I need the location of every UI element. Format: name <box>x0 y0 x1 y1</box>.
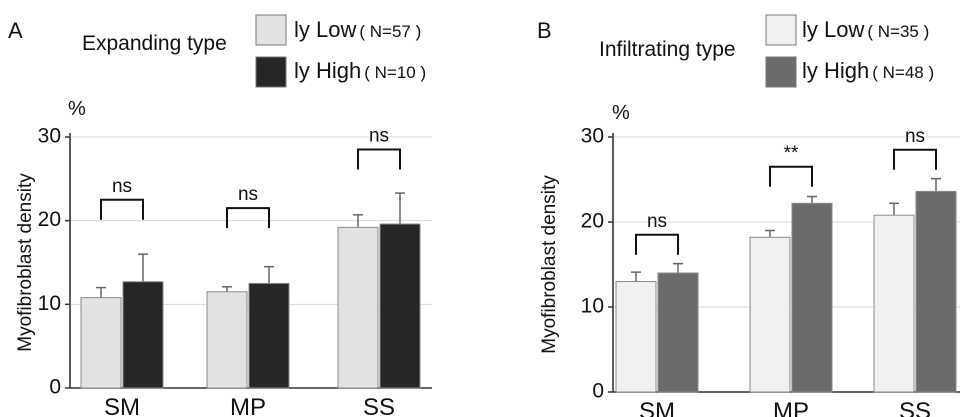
y-axis-title: Myofibroblast density <box>15 173 36 352</box>
x-tick-label: SM <box>104 394 140 417</box>
bar <box>791 202 833 393</box>
bar <box>337 226 379 389</box>
significance-label: ns <box>905 126 925 147</box>
y-axis-title: Myofibroblast density <box>539 175 560 354</box>
bar <box>248 282 290 389</box>
legend-swatch <box>255 14 287 46</box>
significance-bracket <box>635 233 679 255</box>
significance-bracket <box>769 165 813 187</box>
bar <box>749 236 791 393</box>
significance-label: ns <box>647 211 667 232</box>
legend-series-name: ly Low <box>294 17 356 42</box>
panel-label: B <box>537 18 552 43</box>
x-tick-label: MP <box>773 398 809 417</box>
legend-swatch <box>765 14 797 46</box>
y-tick-label: 20 <box>581 210 604 233</box>
y-tick-label: 0 <box>49 376 61 399</box>
significance-label: ns <box>112 176 132 197</box>
x-tick-label: SM <box>639 398 675 417</box>
legend-sample-size: ( N=10 ) <box>364 63 426 82</box>
legend-sample-size: ( N=57 ) <box>359 22 421 41</box>
bar <box>206 291 248 389</box>
y-tick-label: 30 <box>38 125 61 148</box>
significance-label: ns <box>369 126 389 147</box>
significance-bracket <box>226 207 270 229</box>
bar <box>80 297 122 389</box>
legend-entry: ly Low( N=35 ) <box>802 17 929 42</box>
legend-swatch <box>765 56 797 88</box>
panel-label: A <box>8 18 23 43</box>
significance-label: ** <box>784 143 799 164</box>
y-tick-label: 30 <box>581 125 604 148</box>
significance-label: ns <box>238 184 258 205</box>
legend-series-name: ly High <box>802 58 869 83</box>
y-tick-label: 20 <box>38 208 61 231</box>
significance-bracket <box>893 148 937 170</box>
y-tick-label: 10 <box>38 292 61 315</box>
y-tick-label: 0 <box>592 380 604 403</box>
bar <box>615 281 657 393</box>
legend-sample-size: ( N=35 ) <box>867 22 929 41</box>
legend-sample-size: ( N=48 ) <box>872 63 934 82</box>
x-tick-label: SS <box>363 394 395 417</box>
legend-swatch <box>255 56 287 88</box>
significance-bracket <box>100 198 144 220</box>
x-tick-label: MP <box>230 394 266 417</box>
y-tick-label: 10 <box>581 295 604 318</box>
bar <box>122 281 164 389</box>
y-unit-label: % <box>612 102 630 124</box>
legend-group-title: Expanding type <box>82 32 227 55</box>
bar <box>657 272 699 393</box>
bar <box>873 214 915 393</box>
significance-bracket <box>357 148 401 170</box>
x-tick-label: SS <box>899 398 931 417</box>
legend-group-title: Infiltrating type <box>599 38 736 61</box>
y-unit-label: % <box>68 98 86 120</box>
legend-series-name: ly High <box>294 58 361 83</box>
legend-entry: ly High( N=48 ) <box>802 58 934 83</box>
legend-entry: ly Low( N=57 ) <box>294 17 421 42</box>
legend-series-name: ly Low <box>802 17 864 42</box>
legend-entry: ly High( N=10 ) <box>294 58 426 83</box>
bar <box>915 190 957 393</box>
bar <box>379 223 421 389</box>
